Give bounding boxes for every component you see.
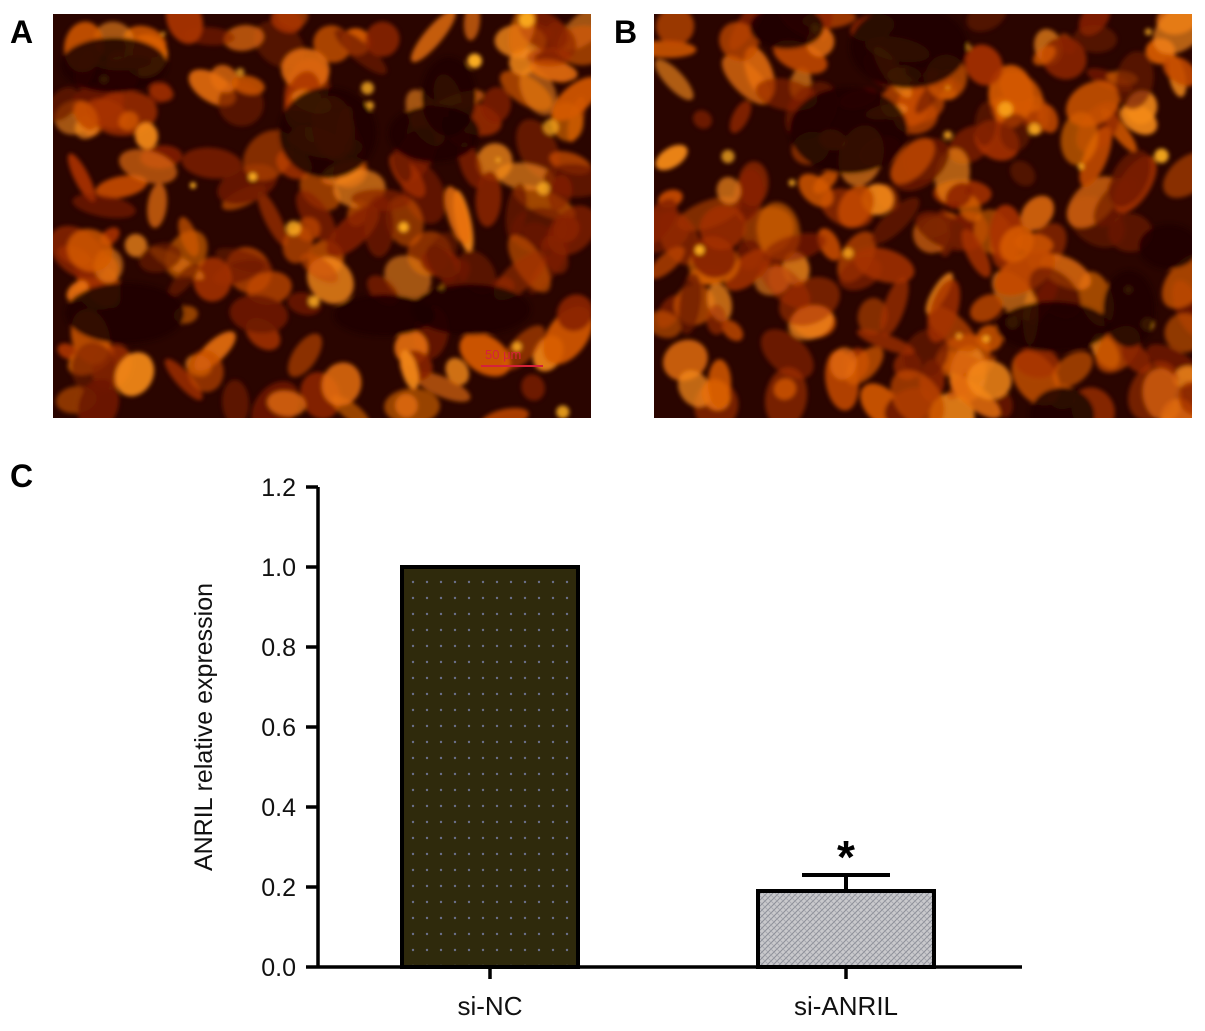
bar-si-nc	[400, 565, 580, 969]
y-tick-label: 0.6	[261, 714, 296, 742]
y-tick-label: 1.2	[261, 474, 296, 502]
scale-bar-label: 50 μm	[485, 347, 521, 362]
panel-label-a: A	[10, 14, 34, 50]
y-axis-title: ANRIL relative expression	[190, 583, 218, 871]
fluorescence-micrograph-b	[654, 14, 1192, 418]
y-tick-label: 1.0	[261, 554, 296, 582]
panel-label-b: B	[614, 14, 638, 50]
y-tick-label: 0.4	[261, 794, 296, 822]
bar-chart: 0.0 0.2 0.4 0.6 0.8 1.0 1.2 si-NC * si-ANRIL ANRI…	[190, 474, 1022, 1021]
panel-label-c: C	[10, 458, 34, 494]
y-tick-label: 0.0	[261, 954, 296, 982]
significance-marker: *	[837, 831, 855, 883]
y-tick-label: 0.2	[261, 874, 296, 902]
y-tick-label: 0.8	[261, 634, 296, 662]
x-category-label: si-ANRIL	[794, 991, 898, 1021]
bar-si-anril	[756, 889, 936, 969]
fluorescence-micrograph-a: 50 μm	[53, 14, 591, 418]
x-category-label: si-NC	[458, 991, 523, 1021]
